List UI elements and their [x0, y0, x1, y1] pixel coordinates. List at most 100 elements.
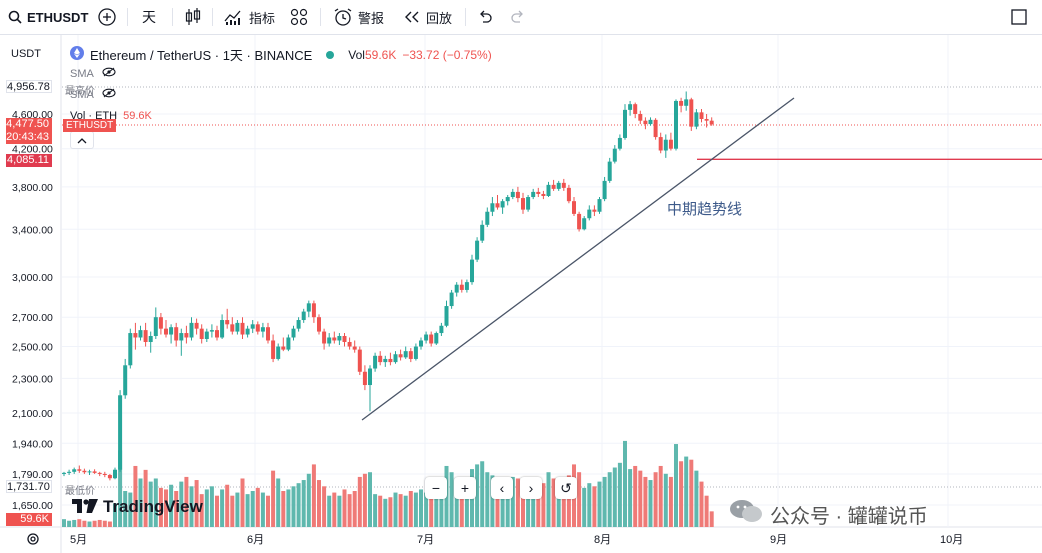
volume-bar: [398, 494, 403, 527]
countdown-badge: 20:43:43: [6, 131, 52, 144]
rewind-icon: [403, 10, 421, 24]
volume-bar: [204, 489, 209, 527]
volume-bar: [332, 492, 337, 527]
collapse-legend-button[interactable]: [70, 131, 94, 149]
candle-body: [255, 324, 260, 332]
eye-off-icon[interactable]: [102, 88, 116, 101]
volume-bar: [439, 483, 444, 527]
volume-bar: [327, 495, 332, 527]
candle-body: [403, 351, 408, 358]
volume-bar: [403, 495, 408, 527]
time-axis[interactable]: 5月 6月 7月 8月 9月 10月: [70, 534, 963, 546]
volume-bar: [220, 489, 225, 527]
fullscreen-button[interactable]: [1011, 6, 1027, 28]
volume-bar: [663, 473, 668, 527]
zoom-out-button[interactable]: −: [425, 477, 447, 499]
volume-bar: [194, 480, 199, 527]
candle-body: [67, 471, 72, 473]
symbol-search[interactable]: ETHUSDT: [8, 6, 88, 28]
settings-button[interactable]: [26, 532, 40, 551]
candle-body: [82, 470, 87, 473]
candle-body: [424, 334, 429, 341]
replay-label: 回放: [426, 10, 453, 26]
candle-body: [709, 120, 714, 125]
undo-button[interactable]: [477, 6, 493, 28]
candle-body: [301, 311, 306, 321]
candle-body: [449, 292, 454, 307]
chart-type-button[interactable]: [184, 6, 202, 28]
volume-bar: [566, 475, 571, 527]
candle-body: [638, 114, 643, 121]
price-chart[interactable]: 4,600.004,200.003,800.003,400.003,000.00…: [0, 35, 1042, 553]
volume-bar: [138, 478, 143, 527]
wechat-logo-icon: [728, 498, 764, 530]
scroll-right-button[interactable]: ›: [520, 477, 542, 499]
trendline-annotation[interactable]: 中期趋势线: [667, 201, 743, 218]
candle-body: [143, 330, 148, 342]
volume-bar: [118, 450, 123, 527]
redo-icon: [510, 10, 526, 24]
candle-body: [169, 327, 174, 335]
alerts-button[interactable]: 警报: [333, 6, 384, 28]
candle-body: [260, 327, 265, 332]
volume-bar: [505, 483, 510, 527]
volume-bar: [199, 494, 204, 527]
tradingview-logo[interactable]: TradingView: [72, 497, 203, 517]
volume-bar: [107, 521, 112, 527]
sma-1[interactable]: SMA: [70, 67, 116, 80]
volume-bar: [77, 519, 82, 527]
volume-bar: [393, 492, 398, 527]
candle-body: [607, 161, 612, 181]
candle-body: [342, 336, 347, 342]
candle-body: [587, 209, 592, 219]
volume-bar: [276, 478, 281, 527]
interval-button[interactable]: 天: [142, 9, 156, 25]
compare-button[interactable]: [97, 6, 117, 28]
y-tick-label: 2,700.00: [12, 312, 53, 324]
layouts-button[interactable]: [290, 6, 308, 28]
candle-body: [515, 191, 520, 199]
price-change: −33.72 (−0.75%): [402, 47, 492, 62]
sma-2[interactable]: SMA: [70, 88, 116, 101]
volume-bar: [174, 491, 179, 527]
volume-bar: [67, 520, 72, 527]
y-tick-label: 2,500.00: [12, 342, 53, 354]
candle-body: [230, 324, 235, 332]
volume-bar: [143, 469, 148, 527]
candle-body: [648, 119, 653, 125]
candlesticks: [62, 91, 714, 481]
volume-bar: [291, 486, 296, 527]
volume-bar: [92, 520, 97, 527]
indicators-button[interactable]: 指标: [224, 6, 275, 28]
volume-bar: [357, 476, 362, 527]
zoom-in-button[interactable]: +: [454, 477, 476, 499]
candle-body: [602, 180, 607, 200]
currency-label[interactable]: USDT: [11, 48, 41, 60]
x-tick-label: 8月: [594, 534, 611, 546]
volume-bar: [679, 461, 684, 527]
volume-bar: [633, 465, 638, 527]
candle-body: [306, 303, 311, 312]
symbol-title: Ethereum / TetherUS · 1天 · BINANCE: [90, 48, 313, 63]
candle-body: [373, 355, 378, 369]
volume-bar: [475, 464, 480, 527]
candle-body: [419, 340, 423, 347]
candles-icon: [184, 7, 202, 27]
volume-bar: [541, 483, 546, 527]
scroll-left-button[interactable]: ‹: [491, 477, 513, 499]
replay-button[interactable]: 回放: [403, 6, 452, 28]
last-symbol-badge: ETHUSDT: [63, 119, 117, 132]
watermark-text: 公众号 · 罐罐说币: [770, 505, 928, 528]
trendline: [361, 97, 795, 421]
candle-body: [582, 218, 587, 230]
volume-bar: [536, 486, 541, 527]
eye-off-icon[interactable]: [102, 67, 116, 80]
redo-button[interactable]: [510, 6, 526, 28]
reset-button[interactable]: ↺: [555, 477, 577, 499]
volume-bar: [337, 495, 342, 527]
volume-bar: [628, 469, 633, 527]
candle-body: [531, 191, 536, 198]
high-label: 最高价: [65, 86, 95, 97]
candle-body: [220, 320, 225, 338]
volume-bar: [342, 489, 347, 527]
